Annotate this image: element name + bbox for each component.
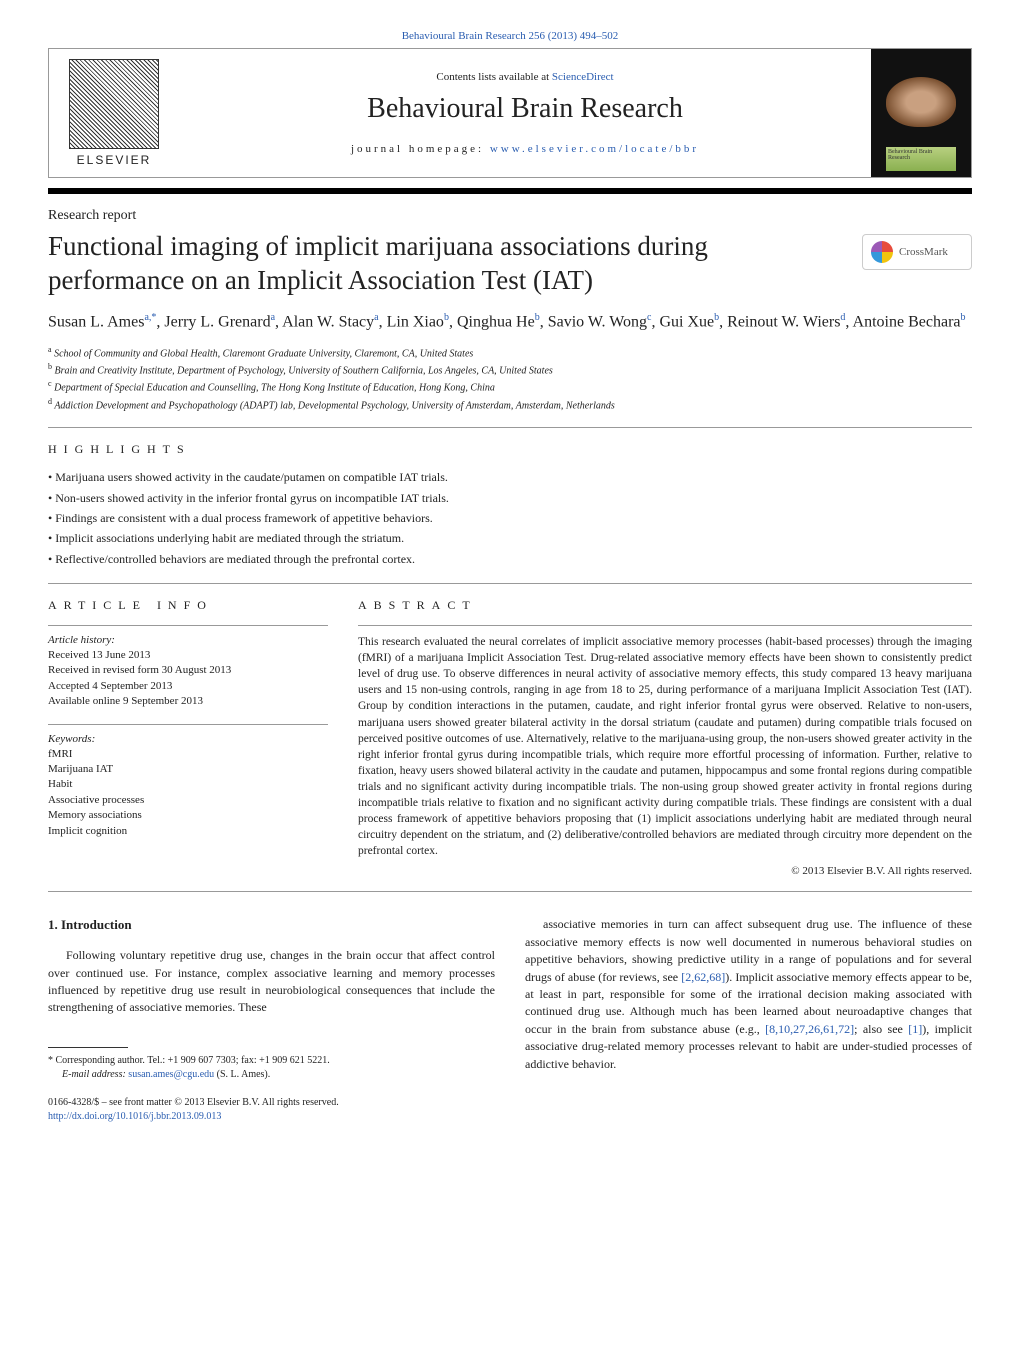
- issn-line: 0166-4328/$ – see front matter © 2013 El…: [48, 1096, 495, 1110]
- intro-heading: 1. Introduction: [48, 916, 495, 935]
- highlight-item: Non-users showed activity in the inferio…: [48, 488, 972, 508]
- highlight-item: Findings are consistent with a dual proc…: [48, 508, 972, 528]
- intro-paragraph-right: associative memories in turn can affect …: [525, 916, 972, 1073]
- elsevier-tree-icon: [69, 59, 159, 149]
- article-info-label: ARTICLE INFO: [48, 598, 328, 613]
- footnote-divider: [48, 1047, 128, 1048]
- keyword-item: fMRI: [48, 747, 328, 762]
- abstract-label: ABSTRACT: [358, 598, 972, 613]
- author: Susan L. Ames: [48, 313, 144, 330]
- author: Alan W. Stacy: [282, 313, 374, 330]
- keyword-item: Implicit cognition: [48, 824, 328, 839]
- history-line: Received in revised form 30 August 2013: [48, 663, 328, 678]
- citation-link[interactable]: [2,62,68]: [681, 970, 725, 984]
- journal-header: ELSEVIER Contents lists available at Sci…: [48, 48, 972, 178]
- highlights-label: HIGHLIGHTS: [48, 442, 972, 457]
- author-affil-sup: d: [840, 312, 845, 323]
- keyword-item: Habit: [48, 777, 328, 792]
- homepage-line: journal homepage: www.elsevier.com/locat…: [179, 143, 871, 155]
- authors-list: Susan L. Amesa,*, Jerry L. Grenarda, Ala…: [48, 310, 972, 334]
- elsevier-logo: ELSEVIER: [49, 49, 179, 177]
- affiliations: a School of Community and Global Health,…: [48, 344, 972, 413]
- keywords-label: Keywords:: [48, 733, 328, 745]
- affil-sup: b: [48, 362, 52, 371]
- keywords-list: fMRIMarijuana IATHabitAssociative proces…: [48, 747, 328, 839]
- doi-link[interactable]: http://dx.doi.org/10.1016/j.bbr.2013.09.…: [48, 1110, 495, 1124]
- header-divider: [48, 188, 972, 194]
- contents-prefix: Contents lists available at: [436, 71, 551, 83]
- abstract-copyright: © 2013 Elsevier B.V. All rights reserved…: [358, 865, 972, 877]
- corr-author-line: * Corresponding author. Tel.: +1 909 607…: [48, 1054, 495, 1068]
- affiliation-text: Department of Special Education and Coun…: [54, 383, 495, 394]
- crossmark-label: CrossMark: [899, 246, 948, 258]
- crossmark-icon: [871, 241, 893, 263]
- history-line: Accepted 4 September 2013: [48, 679, 328, 694]
- author: Gui Xue: [659, 313, 714, 330]
- keyword-item: Memory associations: [48, 808, 328, 823]
- brain-icon: [886, 77, 956, 127]
- affiliation-text: School of Community and Global Health, C…: [54, 348, 473, 359]
- history-line: Available online 9 September 2013: [48, 694, 328, 709]
- affil-sup: d: [48, 397, 52, 406]
- affiliation-text: Addiction Development and Psychopatholog…: [54, 400, 614, 411]
- contents-line: Contents lists available at ScienceDirec…: [179, 71, 871, 83]
- author: Lin Xiao: [387, 313, 444, 330]
- abstract-text: This research evaluated the neural corre…: [358, 634, 972, 859]
- highlight-item: Implicit associations underlying habit a…: [48, 528, 972, 548]
- citation-link[interactable]: [1]: [908, 1022, 922, 1036]
- author-affil-sup: a: [374, 312, 378, 323]
- keyword-item: Marijuana IAT: [48, 762, 328, 777]
- cover-label: Behavioural Brain Research: [886, 147, 956, 171]
- sciencedirect-link[interactable]: ScienceDirect: [552, 71, 614, 83]
- author-affil-sup: a,*: [144, 312, 156, 323]
- author: Antoine Bechara: [853, 313, 961, 330]
- intro-paragraph-left: Following voluntary repetitive drug use,…: [48, 947, 495, 1017]
- author-affil-sup: a: [271, 312, 275, 323]
- article-history: Received 13 June 2013Received in revised…: [48, 648, 328, 710]
- email-suffix: (S. L. Ames).: [214, 1069, 270, 1080]
- history-line: Received 13 June 2013: [48, 648, 328, 663]
- keyword-item: Associative processes: [48, 793, 328, 808]
- author-affil-sup: b: [714, 312, 719, 323]
- affil-sup: c: [48, 379, 52, 388]
- journal-title: Behavioural Brain Research: [179, 93, 871, 125]
- author-affil-sup: c: [647, 312, 651, 323]
- author-affil-sup: b: [961, 312, 966, 323]
- email-link[interactable]: susan.ames@cgu.edu: [128, 1069, 214, 1080]
- author-affil-sup: b: [444, 312, 449, 323]
- highlight-item: Reflective/controlled behaviors are medi…: [48, 549, 972, 569]
- history-label: Article history:: [48, 634, 328, 646]
- elsevier-label: ELSEVIER: [77, 153, 152, 167]
- homepage-url[interactable]: www.elsevier.com/locate/bbr: [490, 143, 699, 155]
- affil-sup: a: [48, 345, 52, 354]
- section-divider: [48, 427, 972, 428]
- corresponding-author-footnote: * Corresponding author. Tel.: +1 909 607…: [48, 1054, 495, 1082]
- report-type: Research report: [48, 208, 972, 224]
- email-label: E-mail address:: [62, 1069, 128, 1080]
- article-title: Functional imaging of implicit marijuana…: [48, 230, 842, 298]
- issn-block: 0166-4328/$ – see front matter © 2013 El…: [48, 1096, 495, 1124]
- affiliation-text: Brain and Creativity Institute, Departme…: [55, 365, 553, 376]
- author: Savio W. Wong: [548, 313, 647, 330]
- crossmark-badge[interactable]: CrossMark: [862, 234, 972, 270]
- author: Reinout W. Wiers: [727, 313, 840, 330]
- section-divider: [48, 891, 972, 892]
- author-affil-sup: b: [535, 312, 540, 323]
- journal-cover-thumbnail: Behavioural Brain Research: [871, 49, 971, 177]
- journal-reference[interactable]: Behavioural Brain Research 256 (2013) 49…: [48, 30, 972, 42]
- highlights-list: Marijuana users showed activity in the c…: [48, 467, 972, 569]
- homepage-label: journal homepage:: [351, 143, 490, 155]
- author: Jerry L. Grenard: [164, 313, 270, 330]
- author: Qinghua He: [457, 313, 535, 330]
- citation-link[interactable]: [8,10,27,26,61,72]: [765, 1022, 854, 1036]
- highlight-item: Marijuana users showed activity in the c…: [48, 467, 972, 487]
- section-divider: [48, 583, 972, 584]
